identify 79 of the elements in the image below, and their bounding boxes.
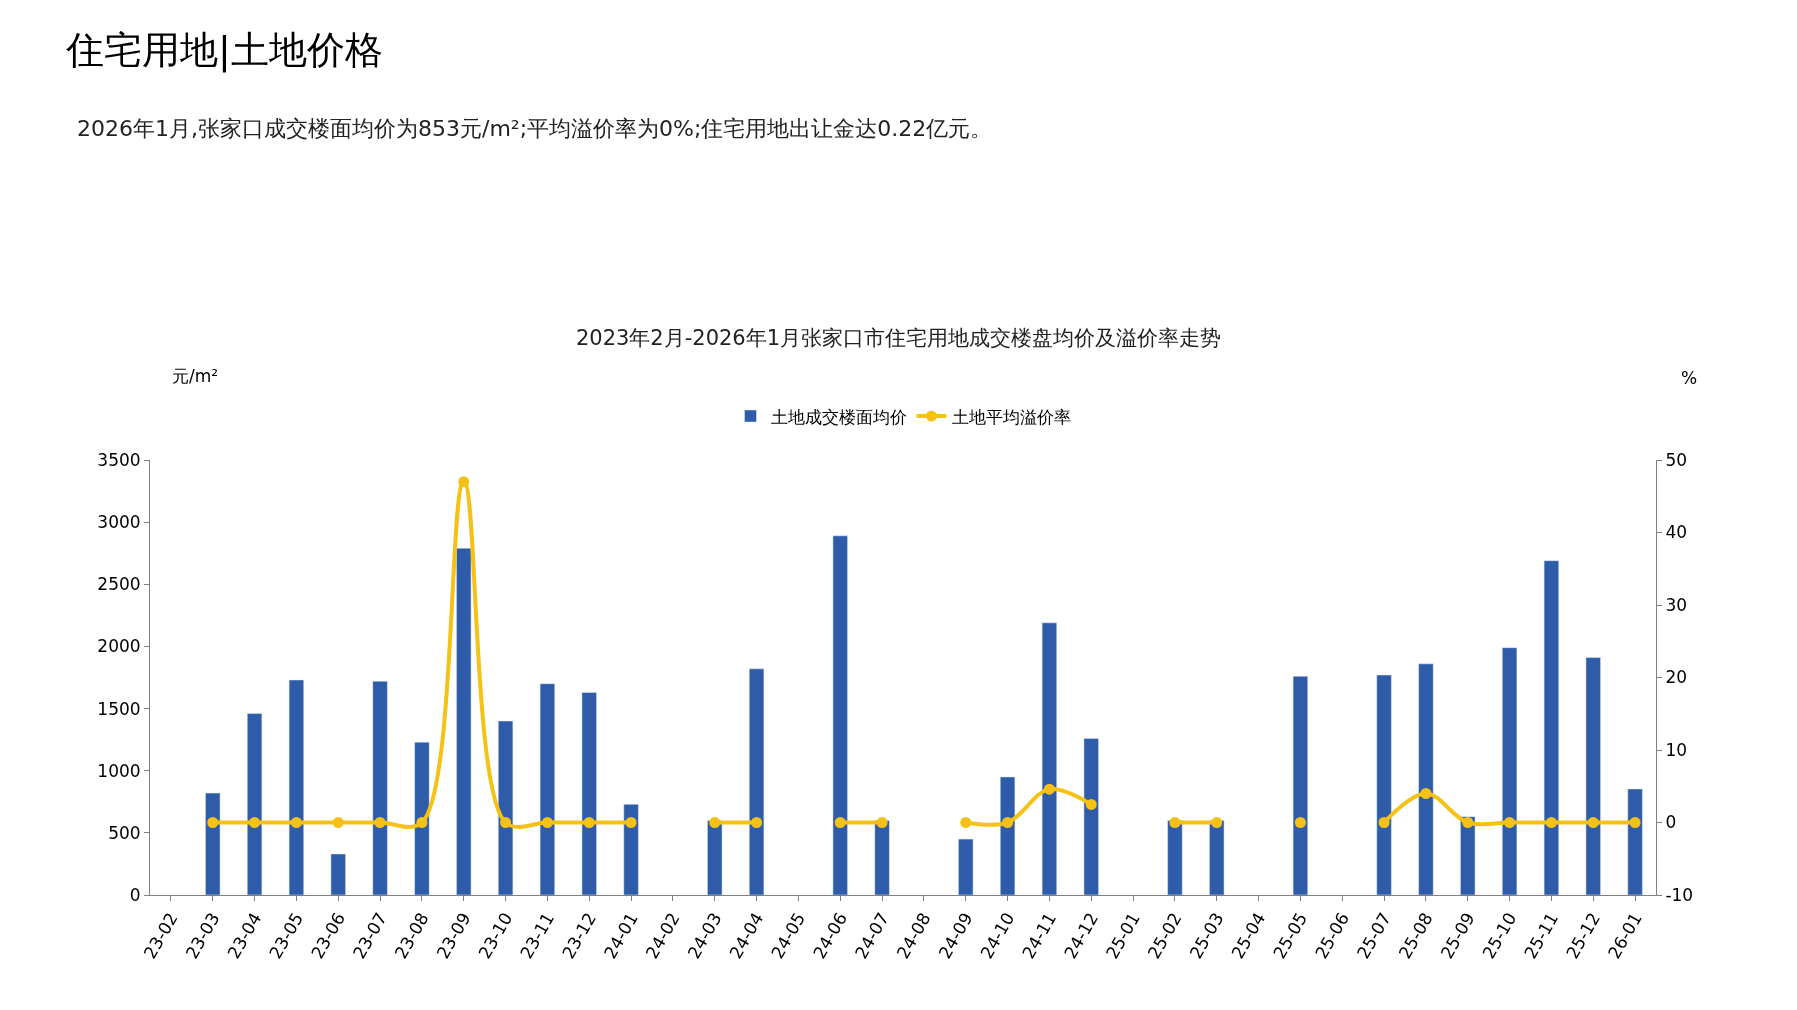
point: [458, 476, 470, 488]
y2-axis-title: %: [1681, 368, 1698, 388]
y-tick-label: 3000: [97, 512, 141, 533]
y-tick-label: 2500: [97, 574, 141, 595]
point: [583, 817, 595, 828]
y-tick-label: 1500: [97, 698, 141, 719]
y2-tick-label: 0: [1665, 812, 1677, 833]
point: [709, 817, 721, 828]
bar: [707, 820, 723, 895]
bar: [1627, 788, 1643, 895]
point: [1169, 817, 1181, 828]
bar: [832, 535, 848, 895]
bar: [749, 668, 765, 895]
point: [1002, 817, 1014, 828]
point: [500, 817, 512, 828]
point: [1504, 817, 1516, 828]
y2-tick-label: -10: [1665, 884, 1694, 905]
y-tick-label: 2000: [97, 636, 141, 657]
bar: [581, 692, 597, 895]
point: [332, 817, 344, 828]
point: [1545, 817, 1557, 828]
bar: [414, 741, 430, 895]
legend-label: 土地成交楼面均价: [770, 406, 907, 427]
bar: [330, 853, 346, 895]
bar: [1585, 657, 1601, 895]
point: [1378, 817, 1390, 828]
point: [290, 817, 302, 828]
point: [207, 817, 219, 828]
y2-tick-label: 30: [1665, 594, 1688, 615]
bar: [372, 680, 388, 895]
bar: [456, 547, 472, 895]
bar: [1083, 738, 1099, 895]
point: [374, 817, 386, 828]
point: [1587, 817, 1599, 828]
bar: [1000, 776, 1016, 895]
y2-tick-label: 40: [1665, 522, 1688, 543]
y2-tick-label: 10: [1665, 739, 1688, 760]
point: [625, 817, 637, 828]
y2-tick-label: 50: [1665, 449, 1688, 470]
text: 2026年1月,张家口成交楼面均价为853元/m²;平均溢价率为0%;住宅用地出让金达0.22亿元。: [77, 116, 993, 141]
bar: [247, 713, 263, 895]
point: [1085, 798, 1097, 810]
y-tick-label: 3500: [97, 449, 141, 470]
bar: [958, 838, 974, 895]
bar: [1376, 674, 1392, 895]
bar: [288, 679, 304, 895]
y-tick-label: 500: [108, 822, 141, 843]
point: [249, 817, 261, 828]
bar: [205, 792, 221, 895]
point: [960, 817, 972, 828]
point: [1043, 783, 1055, 795]
y-tick-label: 0: [129, 884, 141, 905]
bar: [539, 683, 555, 895]
point: [876, 817, 888, 828]
bar: [1041, 622, 1057, 895]
y-axis-title: 元/m²: [172, 366, 219, 386]
point: [834, 817, 846, 828]
bar: [1167, 820, 1183, 895]
bar: [1418, 663, 1434, 895]
point: [416, 817, 428, 828]
point: [1462, 817, 1474, 828]
bar: [623, 804, 639, 895]
bar: [1543, 560, 1559, 895]
point: [1420, 788, 1432, 799]
text: 住宅用地|土地价格: [65, 28, 383, 73]
y-tick-label: 1000: [97, 760, 141, 781]
chart-title: 2023年2月-2026年1月张家口市住宅用地成交楼盘均价及溢价率走势: [575, 326, 1222, 351]
bar: [874, 820, 890, 895]
point: [541, 817, 553, 828]
bar: [1209, 820, 1225, 895]
point: [751, 817, 763, 828]
point: [1294, 817, 1306, 828]
point: [1211, 817, 1223, 828]
legend-label: 土地平均溢价率: [951, 406, 1071, 427]
bar: [498, 720, 514, 895]
point: [1629, 817, 1641, 828]
bar: [1502, 647, 1518, 895]
y2-tick-label: 20: [1665, 667, 1688, 688]
bar: [1292, 676, 1308, 895]
